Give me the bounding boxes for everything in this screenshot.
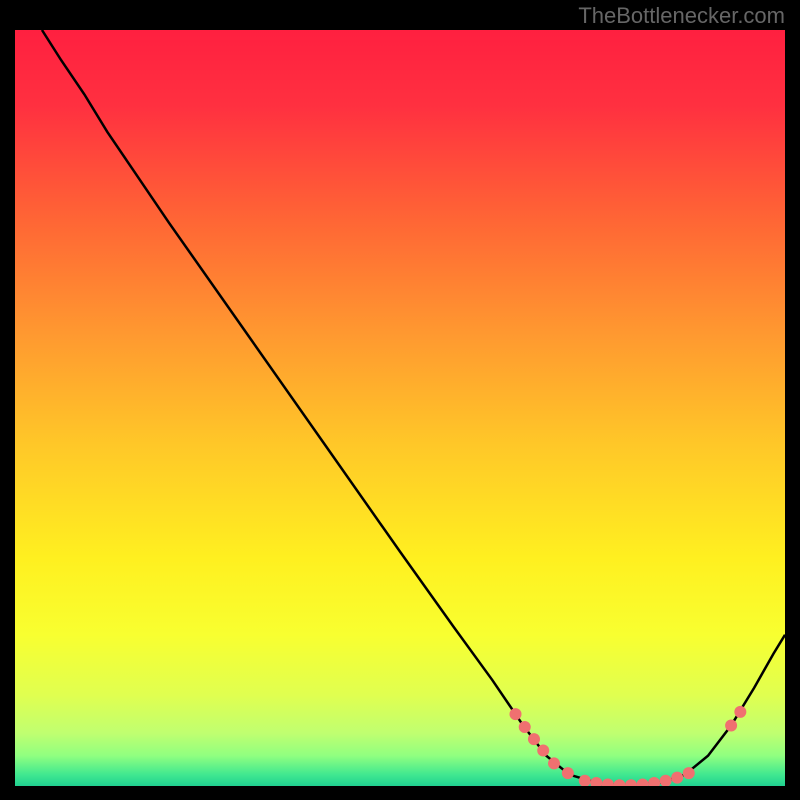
curve-marker: [590, 777, 602, 786]
plot-area: [15, 30, 785, 786]
curve-markers: [510, 706, 747, 786]
curve-marker: [734, 706, 746, 718]
curve-marker: [548, 757, 560, 769]
curve-marker: [537, 744, 549, 756]
watermark-text: TheBottlenecker.com: [578, 3, 785, 29]
curve-marker: [625, 779, 637, 786]
curve-marker: [683, 767, 695, 779]
curve-marker: [637, 778, 649, 786]
curve-marker: [602, 778, 614, 786]
curve-marker: [613, 779, 625, 786]
curve-marker: [648, 777, 660, 786]
curve-marker: [562, 767, 574, 779]
curve-layer: [15, 30, 785, 786]
curve-marker: [671, 772, 683, 784]
curve-marker: [519, 721, 531, 733]
curve-marker: [579, 775, 591, 786]
curve-marker: [510, 708, 522, 720]
curve-marker: [660, 775, 672, 786]
curve-marker: [528, 733, 540, 745]
curve-marker: [725, 720, 737, 732]
bottleneck-curve: [42, 30, 785, 785]
